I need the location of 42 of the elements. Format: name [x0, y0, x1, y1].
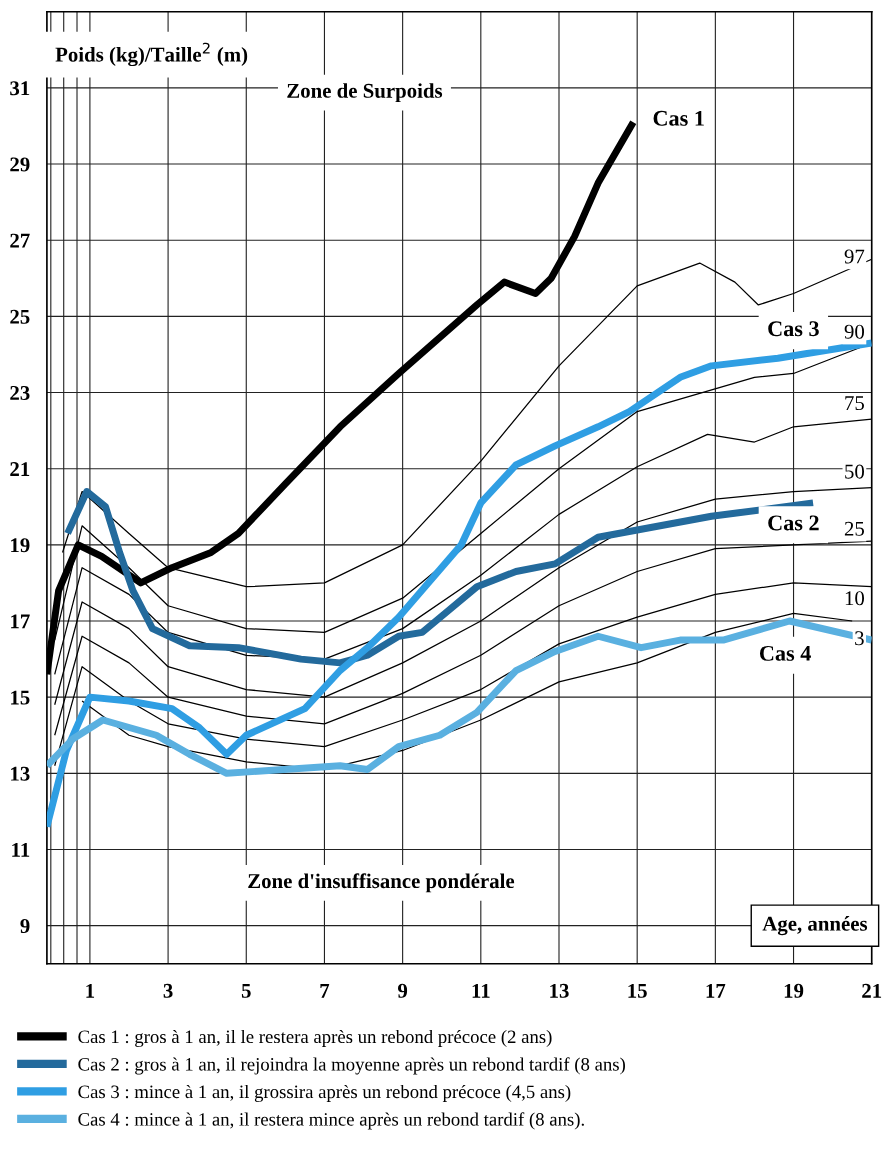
legend-label: Cas 3 : mince à 1 an, il grossira après un rebond précoce (4,5 ans) [78, 1084, 571, 1102]
x-tick-label: 19 [784, 983, 804, 998]
annotation: Cas 2 [768, 515, 819, 531]
annotation: 3 [855, 631, 864, 646]
annotation: Cas 1 [653, 110, 704, 126]
annotation: 50 [845, 464, 865, 479]
x-tick-label: 13 [550, 983, 569, 998]
annotation: 97 [844, 249, 865, 264]
x-tick-label: 5 [241, 983, 251, 998]
y-tick-label: 13 [11, 766, 30, 781]
legend-label: Cas 4 : mince à 1 an, il restera mince après un rebond tardif (8 ans). [78, 1112, 584, 1130]
annotation: 25 [844, 521, 865, 536]
annotation: Cas 4 [759, 645, 811, 661]
annotation: 75 [845, 396, 865, 411]
y-tick-label: 15 [11, 690, 30, 705]
legend-label: Cas 1 : gros à 1 an, il le restera après un rebond précoce (2 ans) [78, 1029, 552, 1047]
annotation: Zone de Surpoids [287, 83, 443, 103]
x-tick-label: 17 [706, 983, 726, 998]
y-tick-label: 21 [10, 462, 30, 476]
y-tick-label: 31 [10, 81, 30, 96]
x-tick-label: 9 [397, 983, 408, 998]
y-tick-label: 29 [10, 157, 30, 172]
y-tick-label: 27 [10, 233, 30, 248]
annotation: Zone d'insuffisance pondérale [248, 873, 515, 893]
y-tick-label: 17 [11, 614, 30, 629]
y-tick-label: 23 [10, 385, 30, 400]
x-tick-label: 7 [320, 983, 330, 998]
x-axis-title: Age, années [762, 916, 868, 936]
x-tick-label: 21 [862, 983, 882, 998]
y-tick-label: 9 [20, 919, 30, 934]
y-tick-label: 11 [12, 842, 30, 857]
annotation: 90 [844, 324, 865, 339]
annotation: Cas 3 [768, 321, 819, 337]
x-tick-label: 3 [163, 983, 173, 998]
x-tick-label: 11 [472, 983, 490, 998]
x-tick-label: 15 [628, 983, 647, 998]
x-tick-label: 1 [86, 983, 95, 998]
annotation: 10 [845, 591, 865, 606]
y-tick-label: 25 [10, 309, 30, 324]
legend-label: Cas 2 : gros à 1 an, il rejoindra la moyenne après un rebond tardif (8 ans) [78, 1057, 625, 1075]
y-tick-label: 19 [11, 538, 30, 553]
y-axis-title: Poids (kg)/Taille$^{2}$ (m) [55, 42, 248, 67]
